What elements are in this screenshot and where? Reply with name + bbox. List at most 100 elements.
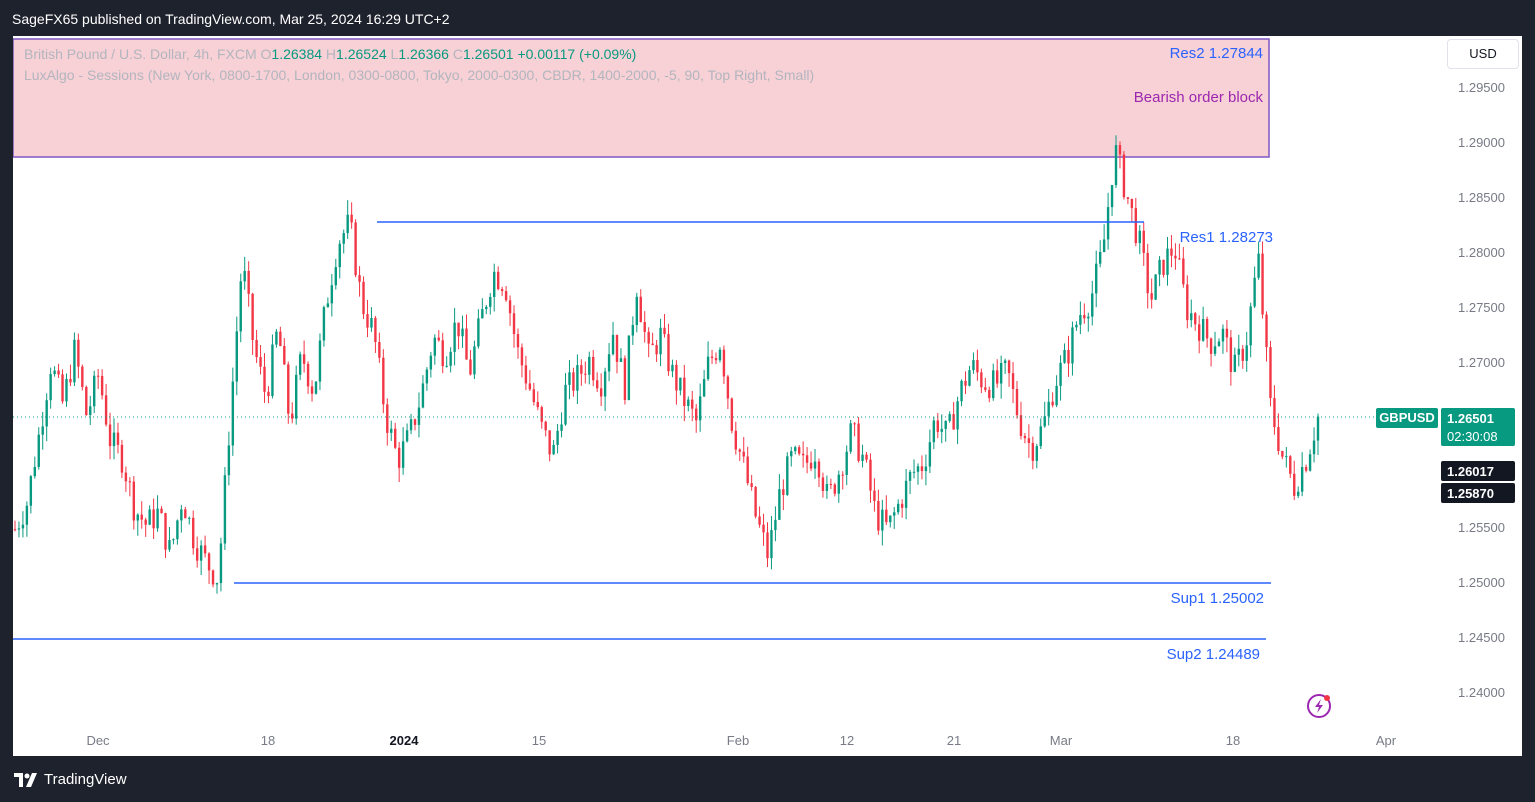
candle-body bbox=[920, 466, 924, 472]
candle-body bbox=[465, 328, 468, 360]
candle-body bbox=[750, 483, 753, 487]
candle-body bbox=[960, 380, 963, 402]
candle-body bbox=[1281, 450, 1284, 457]
candle-body bbox=[675, 364, 678, 391]
candle-body bbox=[473, 346, 476, 375]
candle-body bbox=[730, 398, 734, 431]
candle-body bbox=[754, 486, 757, 517]
candle-body bbox=[552, 444, 555, 455]
candle-body bbox=[592, 356, 595, 381]
candle-body bbox=[794, 447, 797, 452]
candle-body bbox=[457, 322, 460, 337]
candle-body bbox=[192, 517, 195, 549]
legend-high-label: H bbox=[325, 46, 337, 62]
candle-body bbox=[643, 322, 646, 332]
candle-body bbox=[243, 270, 246, 282]
candle-body bbox=[1079, 315, 1082, 325]
candle-body bbox=[881, 509, 884, 531]
price-axis[interactable]: 1.29500 1.29000 1.28500 1.28000 1.27500 1.270… bbox=[1458, 80, 1505, 700]
candle-body bbox=[1166, 248, 1169, 275]
candle-body bbox=[53, 370, 56, 375]
candle-body bbox=[584, 373, 587, 375]
candle-body bbox=[227, 445, 231, 476]
candle-body bbox=[718, 349, 722, 361]
candle-body bbox=[21, 524, 25, 529]
candle-body bbox=[1035, 446, 1039, 461]
candle-body bbox=[698, 396, 702, 421]
price-tick-label: 1.28500 bbox=[1458, 190, 1505, 205]
chart-canvas[interactable]: Res2 1.27844 Bearish order block Res1 1.… bbox=[13, 36, 1522, 756]
candle-body bbox=[49, 374, 52, 401]
candle-body bbox=[382, 357, 385, 405]
candle-body bbox=[128, 481, 132, 483]
candle-body bbox=[405, 430, 409, 442]
candle-body bbox=[17, 528, 21, 530]
candle-body bbox=[667, 334, 670, 372]
candle-body bbox=[1098, 251, 1102, 264]
candle-body bbox=[374, 317, 377, 342]
candle-body bbox=[1245, 345, 1248, 361]
candle-body bbox=[378, 341, 381, 358]
candle-body bbox=[1225, 328, 1229, 338]
candle-body bbox=[96, 375, 100, 377]
candle-body bbox=[619, 358, 623, 362]
candle-body bbox=[69, 378, 72, 383]
candle-body bbox=[322, 307, 326, 341]
candle-body bbox=[999, 363, 1003, 384]
candle-body bbox=[1075, 324, 1078, 328]
candle-body bbox=[853, 423, 856, 425]
candle-body bbox=[1229, 337, 1233, 372]
candle-body bbox=[1253, 277, 1256, 307]
candle-body bbox=[1269, 347, 1272, 399]
candle-body bbox=[1190, 313, 1193, 321]
legend-symbol: British Pound / U.S. Dollar, 4h, FXCM bbox=[24, 46, 257, 62]
candle-body bbox=[152, 509, 155, 529]
candle-body bbox=[346, 214, 349, 234]
candle-body bbox=[679, 377, 682, 391]
candle-body bbox=[437, 337, 440, 341]
candle-body bbox=[1194, 313, 1197, 325]
candle-body bbox=[1261, 253, 1264, 315]
legend-change: +0.00117 (+0.09%) bbox=[517, 46, 637, 62]
candle-body bbox=[235, 331, 238, 382]
chart-frame[interactable]: Res2 1.27844 Bearish order block Res1 1.… bbox=[13, 36, 1522, 756]
time-axis[interactable]: Dec 18 2024 15 Feb 12 21 Mar 18 Apr bbox=[86, 733, 1396, 748]
candle-body bbox=[85, 386, 88, 416]
candle-body bbox=[1142, 230, 1145, 253]
candle-body bbox=[671, 364, 674, 372]
candle-body bbox=[695, 408, 698, 421]
candle-body bbox=[445, 365, 448, 367]
candle-body bbox=[330, 285, 334, 304]
candle-body bbox=[1213, 346, 1217, 354]
candle-body bbox=[1015, 388, 1019, 416]
tradingview-logo[interactable]: TradingView bbox=[14, 771, 127, 788]
candle-body bbox=[453, 322, 456, 352]
candle-body bbox=[1237, 348, 1240, 355]
candle-body bbox=[924, 466, 928, 472]
candle-body bbox=[283, 345, 286, 365]
candle-body bbox=[1285, 456, 1288, 458]
candle-body bbox=[722, 349, 726, 377]
candle-body bbox=[267, 391, 270, 397]
candle-body bbox=[401, 441, 405, 468]
candle-body bbox=[782, 489, 785, 495]
candle-body bbox=[215, 583, 219, 585]
candle-body bbox=[180, 509, 183, 521]
level-badge-b-text: 1.25870 bbox=[1447, 486, 1494, 501]
candle-body bbox=[469, 359, 472, 375]
candle-body bbox=[354, 222, 357, 276]
candle-body bbox=[936, 420, 939, 432]
candle-body bbox=[940, 428, 943, 432]
price-tick-label: 1.24000 bbox=[1458, 685, 1505, 700]
candle-body bbox=[41, 426, 44, 435]
candle-body bbox=[1023, 436, 1027, 439]
candle-body bbox=[116, 432, 120, 445]
candle-body bbox=[140, 514, 143, 520]
candle-body bbox=[1201, 319, 1205, 341]
currency-button[interactable]: USD bbox=[1447, 39, 1519, 69]
lightning-icon[interactable] bbox=[1307, 694, 1331, 718]
candle-body bbox=[845, 451, 848, 475]
legend-indicator[interactable]: LuxAlgo - Sessions (New York, 0800-1700,… bbox=[24, 67, 815, 83]
candle-body bbox=[956, 401, 959, 430]
candle-body bbox=[449, 351, 452, 366]
